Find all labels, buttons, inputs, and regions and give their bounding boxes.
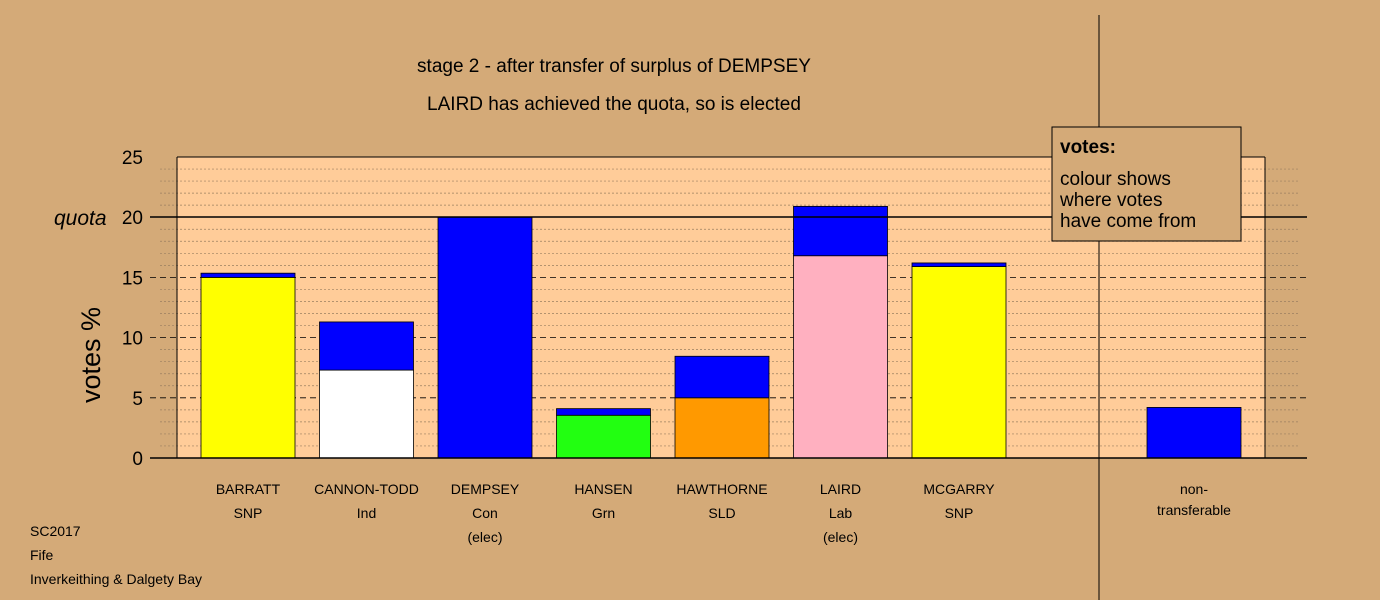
y-tick-labels: 0 5 10 15 20 25 xyxy=(122,148,143,470)
category-label: BARRATT xyxy=(216,481,281,497)
chart-subtitle: LAIRD has achieved the quota, so is elec… xyxy=(427,94,801,115)
bar-hawthorne-segment-2 xyxy=(674,355,770,399)
bar-barratt-segment-2 xyxy=(200,272,296,278)
legend-box xyxy=(1051,126,1242,242)
category-label: Con xyxy=(472,505,498,521)
category-label: SNP xyxy=(945,505,974,521)
y-tick-label: 15 xyxy=(122,268,143,289)
category-label: (elec) xyxy=(467,529,502,545)
category-label: HAWTHORNE xyxy=(676,481,767,497)
legend-line-2: where votes xyxy=(1059,190,1162,211)
footer-council: Fife xyxy=(30,547,54,563)
y-tick-label: 5 xyxy=(132,389,143,410)
category-labels: BARRATT SNP CANNON-TODD Ind DEMPSEY Con (elec)… xyxy=(216,481,1231,545)
bar-hawthorne-segment-1 xyxy=(674,397,770,459)
bar-laird-segment-1 xyxy=(793,255,888,459)
bar-mcgarry-segment-2 xyxy=(911,262,1007,267)
y-tick-label: 0 xyxy=(132,449,143,470)
bar-nontransferable-segment-1 xyxy=(1146,407,1242,459)
category-label: SNP xyxy=(234,505,263,521)
y-tick-label: 10 xyxy=(122,329,143,350)
category-label: (elec) xyxy=(823,529,858,545)
y-tick-label: 25 xyxy=(122,148,143,169)
bars xyxy=(200,205,1242,459)
category-label: Ind xyxy=(357,505,376,521)
category-label: LAIRD xyxy=(820,481,861,497)
footer-code: SC2017 xyxy=(30,523,81,539)
legend-line-3: have come from xyxy=(1060,211,1196,232)
y-tick-label: 20 xyxy=(122,208,143,229)
category-label: DEMPSEY xyxy=(451,481,520,497)
bar-hansen-segment-2 xyxy=(556,408,651,416)
category-label: Grn xyxy=(592,505,615,521)
bar-hansen-segment-1 xyxy=(556,414,651,459)
nontransferable-label: transferable xyxy=(1157,502,1231,518)
legend-line-1: colour shows xyxy=(1060,169,1171,190)
chart-title: stage 2 - after transfer of surplus of D… xyxy=(417,56,811,77)
bar-cannon-todd-segment-2 xyxy=(319,321,414,371)
quota-label: quota xyxy=(54,207,107,230)
category-label: HANSEN xyxy=(574,481,632,497)
bar-mcgarry-segment-1 xyxy=(911,266,1007,459)
y-axis-label: votes % xyxy=(76,307,106,403)
category-label: CANNON-TODD xyxy=(314,481,419,497)
footer-ward: Inverkeithing & Dalgety Bay xyxy=(30,571,202,587)
category-label: Lab xyxy=(829,505,853,521)
bar-cannon-todd-segment-1 xyxy=(319,369,414,459)
bar-barratt-segment-1 xyxy=(200,276,296,459)
nontransferable-label: non- xyxy=(1180,481,1208,497)
category-label: MCGARRY xyxy=(923,481,995,497)
legend-title: votes: xyxy=(1060,137,1116,158)
bar-laird-segment-2 xyxy=(793,205,888,257)
bar-dempsey-segment-1 xyxy=(437,216,533,459)
category-label: SLD xyxy=(708,505,735,521)
